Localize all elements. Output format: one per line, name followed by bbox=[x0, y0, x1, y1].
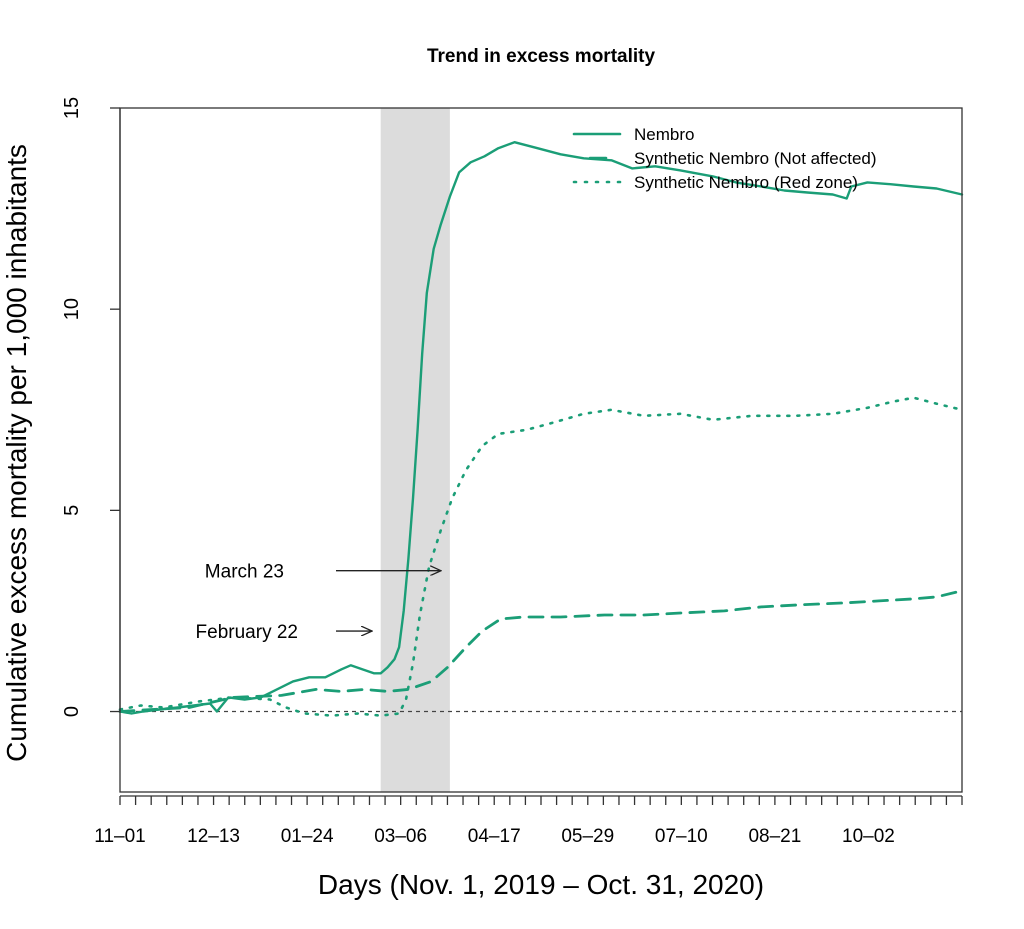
y-tick-label: 10 bbox=[61, 298, 83, 320]
x-axis: 11–01 12–13 01–24 03–06 04–17 05–29 07–10 08–21… bbox=[94, 795, 963, 847]
x-tick-label: 11–01 bbox=[94, 826, 145, 847]
annotations: March 23 February 22 bbox=[196, 562, 441, 643]
series-line-2 bbox=[118, 589, 964, 713]
legend: Nembro Synthetic Nembro (Not affected) Syn… bbox=[572, 125, 877, 192]
x-tick-label: 08–21 bbox=[748, 826, 801, 847]
x-tick-label: 12–13 bbox=[187, 826, 240, 847]
legend-label-1: Nembro bbox=[634, 125, 694, 144]
y-tick-label: 15 bbox=[61, 97, 83, 119]
x-tick-label: 03–06 bbox=[374, 826, 427, 847]
legend-label-3: Synthetic Nembro (Red zone) bbox=[634, 173, 858, 192]
y-axis: 0 5 10 15 bbox=[61, 97, 121, 717]
x-tick-label: 05–29 bbox=[561, 826, 614, 847]
x-tick-label: 10–02 bbox=[842, 826, 895, 847]
y-tick-label: 0 bbox=[61, 706, 83, 717]
plot-area bbox=[118, 107, 964, 793]
legend-label-2: Synthetic Nembro (Not affected) bbox=[634, 149, 877, 168]
chart-title: Trend in excess mortality bbox=[427, 46, 656, 67]
x-tick-label: 07–10 bbox=[655, 826, 708, 847]
x-tick-label: 01–24 bbox=[281, 826, 334, 847]
plot-frame bbox=[119, 107, 963, 793]
annotation-label-2: February 22 bbox=[196, 622, 298, 643]
x-tick-label: 04–17 bbox=[468, 826, 521, 847]
x-axis-label: Days (Nov. 1, 2019 – Oct. 31, 2020) bbox=[318, 869, 764, 900]
series-line-3 bbox=[118, 396, 964, 717]
series-layer bbox=[118, 141, 964, 717]
y-tick-label: 5 bbox=[61, 505, 83, 516]
annotation-label-1: March 23 bbox=[205, 562, 284, 583]
y-axis-label: Cumulative excess mortality per 1,000 in… bbox=[1, 144, 32, 762]
